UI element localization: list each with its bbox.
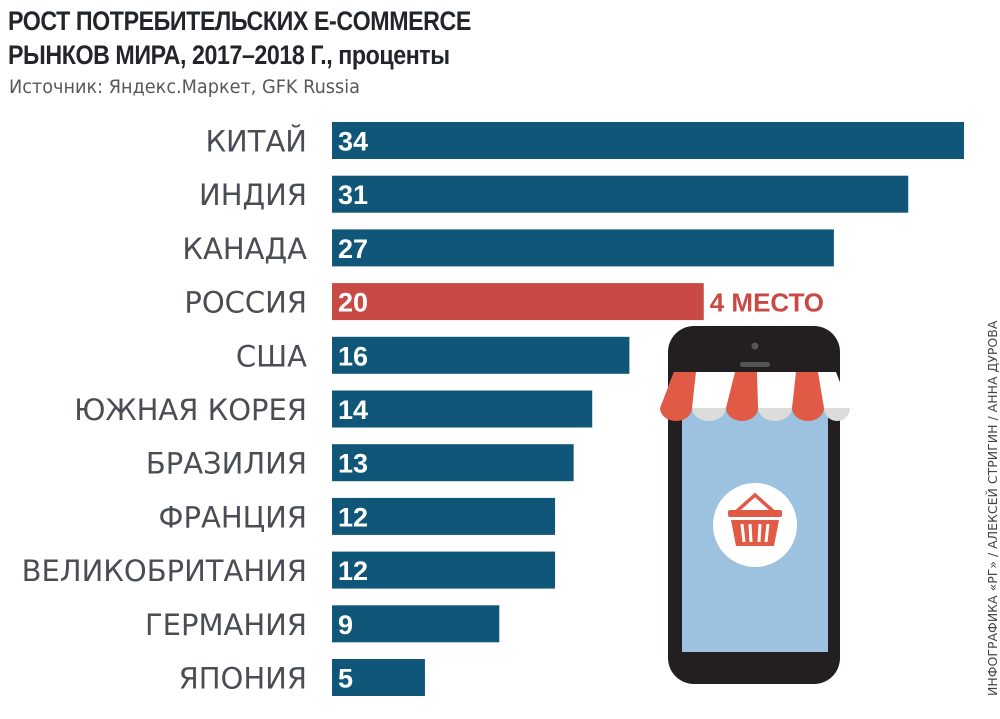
- category-label: ФРАНЦИЯ: [159, 500, 307, 534]
- bar-value-label: 31: [338, 180, 368, 210]
- bar-value-label: 9: [338, 610, 353, 640]
- category-label: ЯПОНИЯ: [179, 662, 307, 696]
- category-label: США: [236, 339, 307, 373]
- chart-title: РОСТ ПОТРЕБИТЕЛЬСКИХ E-COMMERCE РЫНКОВ М…: [8, 4, 471, 72]
- bar: [332, 444, 574, 482]
- bar-highlight: [332, 283, 704, 321]
- bar-value-label: 16: [338, 341, 368, 371]
- bar: [332, 229, 834, 267]
- bar-value-label: 14: [338, 395, 368, 425]
- bar-value-label: 20: [338, 288, 368, 318]
- bar: [332, 659, 425, 696]
- bar-value-label: 12: [338, 502, 368, 532]
- category-label: КИТАЙ: [205, 125, 307, 159]
- bar-value-label: 27: [338, 234, 368, 264]
- bar: [332, 551, 556, 589]
- category-label: ИНДИЯ: [199, 178, 307, 212]
- rank-annotation: 4 МЕСТО: [710, 288, 824, 318]
- bar: [332, 497, 556, 535]
- bar-value-label: 13: [338, 449, 368, 479]
- category-label: РОССИЯ: [184, 286, 307, 320]
- category-label: БРАЗИЛИЯ: [146, 447, 307, 481]
- bar: [332, 390, 593, 428]
- bar-value-label: 5: [338, 664, 353, 694]
- bar-value-label: 34: [338, 127, 368, 157]
- bar: [332, 336, 630, 374]
- bar-value-label: 12: [338, 556, 368, 586]
- category-label: ГЕРМАНИЯ: [145, 608, 307, 642]
- category-label: ЮЖНАЯ КОРЕЯ: [74, 393, 307, 427]
- bar: [332, 122, 964, 159]
- title-line-1: РОСТ ПОТРЕБИТЕЛЬСКИХ E-COMMERCE: [8, 6, 471, 36]
- smartphone-shop-basket-icon: [660, 326, 850, 684]
- bar: [332, 605, 500, 643]
- credit-text: ИНФОГРАФИКА «РГ» / АЛЕКСЕЙ СТРИГИН / АНН…: [985, 320, 1000, 696]
- category-label: КАНАДА: [182, 232, 307, 266]
- category-label: ВЕЛИКОБРИТАНИЯ: [22, 554, 307, 588]
- chart-source: Источник: Яндекс.Маркет, GFK Russia: [9, 76, 360, 98]
- credit-line: ИНФОГРАФИКА «РГ» / АЛЕКСЕЙ СТРИГИН / АНН…: [985, 216, 1000, 696]
- title-line-2: РЫНКОВ МИРА, 2017–2018 Г., проценты: [8, 40, 450, 70]
- bar: [332, 175, 909, 213]
